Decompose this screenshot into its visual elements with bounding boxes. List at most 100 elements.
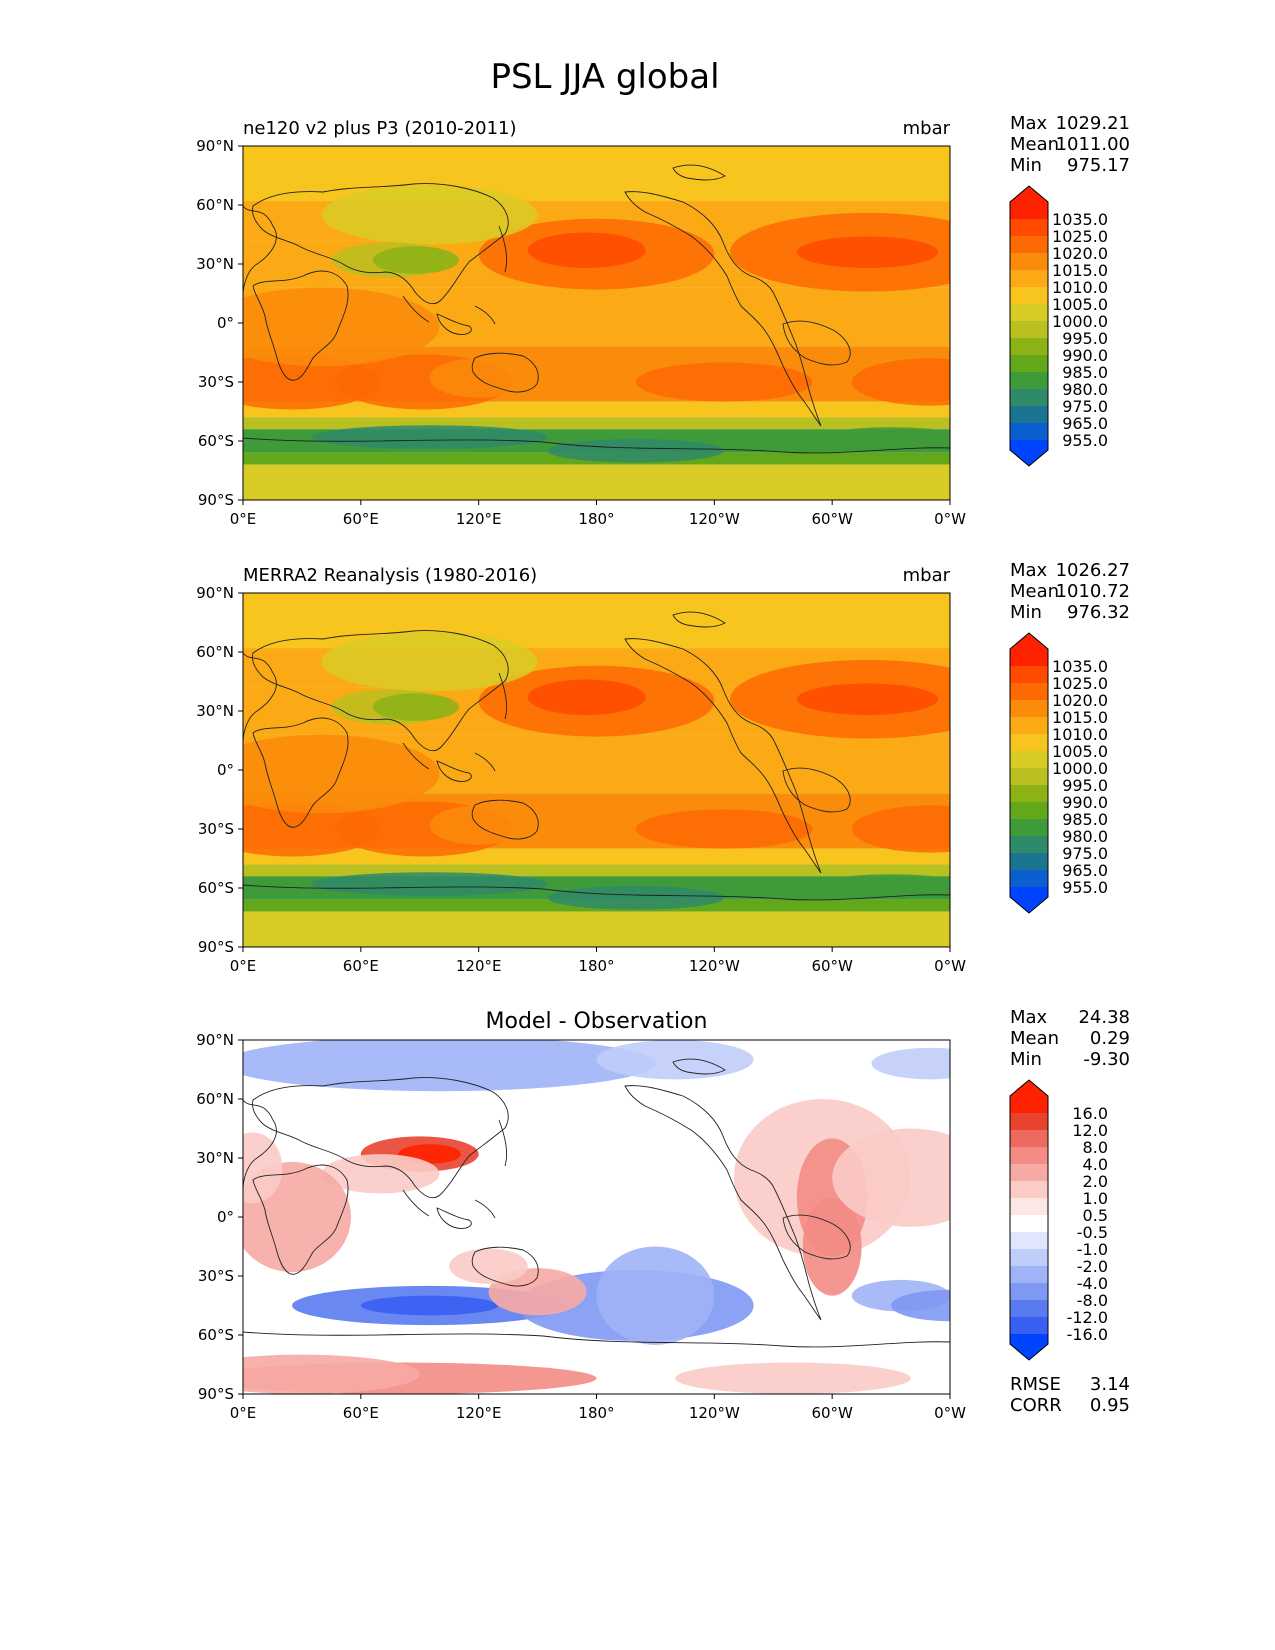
colorbar-level-label: 8.0 <box>1083 1138 1108 1157</box>
colorbar-level-label: 2.0 <box>1083 1172 1108 1191</box>
colorbar-extend-min <box>1010 440 1048 466</box>
x-tick-label: 120°W <box>689 1404 740 1422</box>
colorbar-segment <box>1010 338 1048 355</box>
difference-region <box>596 1246 715 1345</box>
stat-value: 976.32 <box>1067 602 1130 623</box>
pressure-band <box>243 593 950 649</box>
colorbar-level-label: 990.0 <box>1062 793 1108 812</box>
metric-value: 0.95 <box>1090 1395 1130 1416</box>
y-tick-label: 90°N <box>196 137 234 155</box>
pressure-high <box>635 809 813 849</box>
pressure-high <box>243 354 381 410</box>
colorbar-extend-min <box>1010 887 1048 913</box>
colorbar-extend-max <box>1010 633 1048 666</box>
colorbar-outline <box>1009 632 1049 914</box>
colorbar-segment <box>1010 734 1048 751</box>
colorbar-segment <box>1010 1113 1048 1130</box>
stat-value: 1010.72 <box>1056 581 1130 602</box>
colorbar-level-label: 4.0 <box>1083 1155 1108 1174</box>
stat-value: 975.17 <box>1067 155 1130 176</box>
colorbar-level-label: 1.0 <box>1083 1189 1108 1208</box>
colorbar-extend-max <box>1010 186 1048 219</box>
x-tick-label: 180° <box>578 957 614 975</box>
stat-label: Min <box>1010 1049 1042 1070</box>
colorbar-segment <box>1010 751 1048 768</box>
colorbar-level-label: -4.0 <box>1077 1274 1108 1293</box>
panel-obs: 0°E 60°E 120°E 180° 120°W 60°W 0°W 90°N 60°N 30°N… <box>196 560 1130 975</box>
colorbar-segment <box>1010 253 1048 270</box>
colorbar-segment <box>1010 666 1048 683</box>
pressure-low <box>372 693 460 721</box>
pressure-high <box>796 236 939 268</box>
colorbar-level-label: 1020.0 <box>1052 691 1108 710</box>
colorbar-segment <box>1010 1147 1048 1164</box>
colorbar-level-label: 1035.0 <box>1052 657 1108 676</box>
stat-value: 0.29 <box>1090 1028 1130 1049</box>
colorbar-segment <box>1010 1300 1048 1317</box>
difference-region <box>243 1132 283 1204</box>
colorbar-level-label: 1005.0 <box>1052 295 1108 314</box>
y-tick-label: 30°N <box>196 702 234 720</box>
panel-units: mbar <box>903 565 951 586</box>
colorbar-level-label: 1005.0 <box>1052 742 1108 761</box>
colorbar-segment <box>1010 836 1048 853</box>
x-tick-label: 60°E <box>343 1404 379 1422</box>
difference-region <box>802 1197 862 1296</box>
colorbar-segment <box>1010 1215 1048 1232</box>
pressure-high <box>243 734 440 814</box>
colorbar-segment <box>1010 1317 1048 1334</box>
map-diff <box>243 1040 950 1394</box>
pressure-band <box>243 864 950 877</box>
colorbar-segment <box>1010 236 1048 253</box>
pressure-high <box>851 805 950 853</box>
pressure-low <box>822 427 950 447</box>
colorbar-level-label: 995.0 <box>1062 776 1108 795</box>
x-tick-label: 0°E <box>230 510 257 528</box>
x-tick-label: 180° <box>578 1404 614 1422</box>
stat-label: Max <box>1010 1007 1048 1028</box>
pressure-band <box>243 146 950 202</box>
colorbar-level-label: 1015.0 <box>1052 261 1108 280</box>
colorbar-level-label: 1020.0 <box>1052 244 1108 263</box>
difference-region <box>871 1047 950 1080</box>
stat-value: -9.30 <box>1083 1049 1130 1070</box>
difference-region <box>675 1362 911 1394</box>
colorbar-segment <box>1010 819 1048 836</box>
colorbar-level-label: -0.5 <box>1077 1223 1108 1242</box>
colorbar-segment <box>1010 1266 1048 1283</box>
pressure-band <box>243 417 950 430</box>
x-tick-label: 60°E <box>343 957 379 975</box>
x-tick-label: 120°W <box>689 510 740 528</box>
stat-label: Max <box>1010 560 1048 581</box>
pressure-band <box>243 401 950 418</box>
x-tick-label: 120°E <box>456 957 502 975</box>
y-tick-label: 30°N <box>196 1149 234 1167</box>
colorbar-level-label: -1.0 <box>1077 1240 1108 1259</box>
pressure-high <box>635 362 813 402</box>
colorbar-level-label: 1000.0 <box>1052 312 1108 331</box>
stat-label: Min <box>1010 602 1042 623</box>
difference-region <box>891 1289 950 1322</box>
colorbar-level-label: 1035.0 <box>1052 210 1108 229</box>
y-tick-label: 90°N <box>196 584 234 602</box>
pressure-band <box>243 911 950 947</box>
stat-value: 1029.21 <box>1056 113 1130 134</box>
x-tick-label: 0°E <box>230 1404 257 1422</box>
colorbar-level-label: 985.0 <box>1062 363 1108 382</box>
colorbar-level-label: 0.5 <box>1083 1206 1108 1225</box>
colorbar-segment <box>1010 1198 1048 1215</box>
map-obs <box>243 593 950 947</box>
colorbar-level-label: 995.0 <box>1062 329 1108 348</box>
colorbar-segment <box>1010 270 1048 287</box>
x-tick-label: 0°E <box>230 957 257 975</box>
stat-value: 1011.00 <box>1056 134 1130 155</box>
metric-value: 3.14 <box>1090 1374 1130 1395</box>
x-tick-label: 180° <box>578 510 614 528</box>
colorbar-segment <box>1010 700 1048 717</box>
colorbar-level-label: 975.0 <box>1062 844 1108 863</box>
stat-label: Mean <box>1010 134 1059 155</box>
figure-title: PSL JJA global <box>490 57 719 97</box>
pressure-low <box>372 246 460 274</box>
x-tick-label: 0°W <box>934 957 966 975</box>
colorbar-level-label: 990.0 <box>1062 346 1108 365</box>
